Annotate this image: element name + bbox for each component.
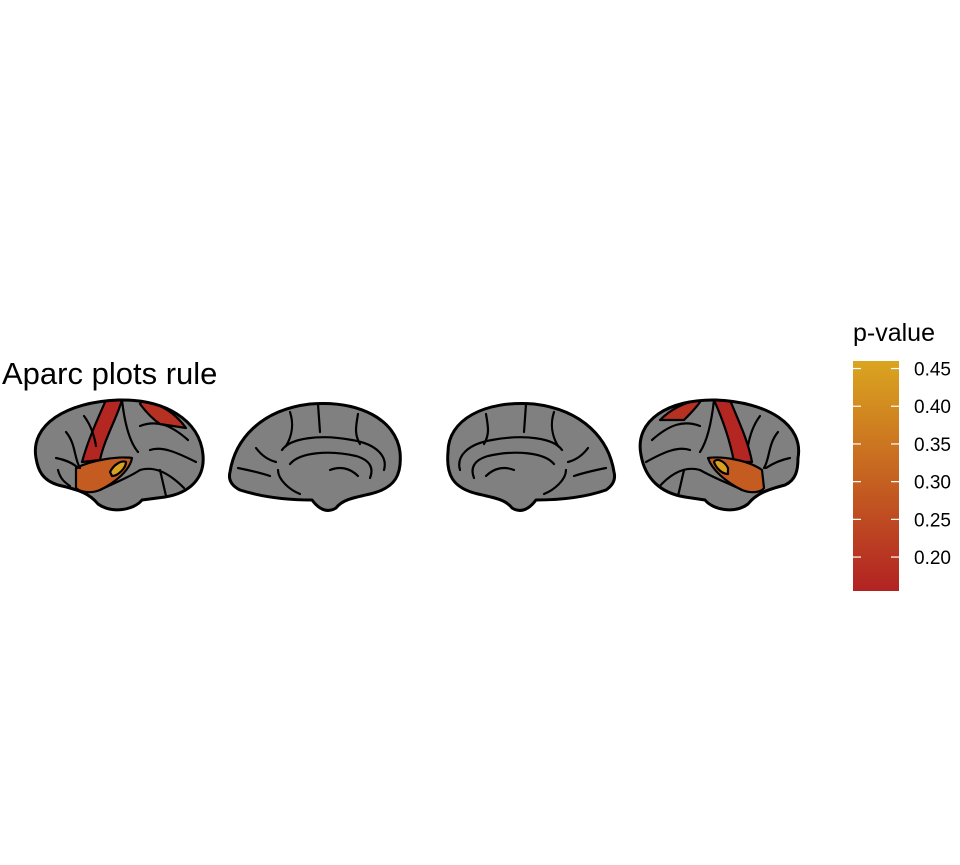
- chart-title: Aparc plots rule: [2, 356, 218, 391]
- brain-medial-right: [446, 401, 616, 512]
- brain-lateral-left: [33, 398, 205, 512]
- brain-lateral-right: [638, 398, 801, 512]
- colorbar-tick-label: 0.45: [914, 360, 951, 381]
- region-precentral-right: [712, 399, 754, 464]
- colorbar-tick-label: 0.25: [914, 510, 951, 531]
- region-transversetemporal-right: [712, 458, 730, 476]
- legend-title: p-value: [853, 319, 935, 347]
- colorbar-tick-label: 0.20: [914, 548, 951, 569]
- colorbar: [853, 361, 899, 591]
- region-transversetemporal-left: [108, 460, 128, 478]
- colorbar-ticks: 0.20 0.25 0.30 0.35 0.40 0.45: [853, 360, 951, 569]
- colorbar-tick-label: 0.30: [914, 473, 951, 494]
- colorbar-tick-label: 0.35: [914, 435, 951, 456]
- colorbar-tick-label: 0.40: [914, 397, 951, 418]
- colorbar-legend: 0.20 0.25 0.30 0.35 0.40 0.45: [853, 360, 951, 591]
- brain-medial-left: [228, 401, 402, 512]
